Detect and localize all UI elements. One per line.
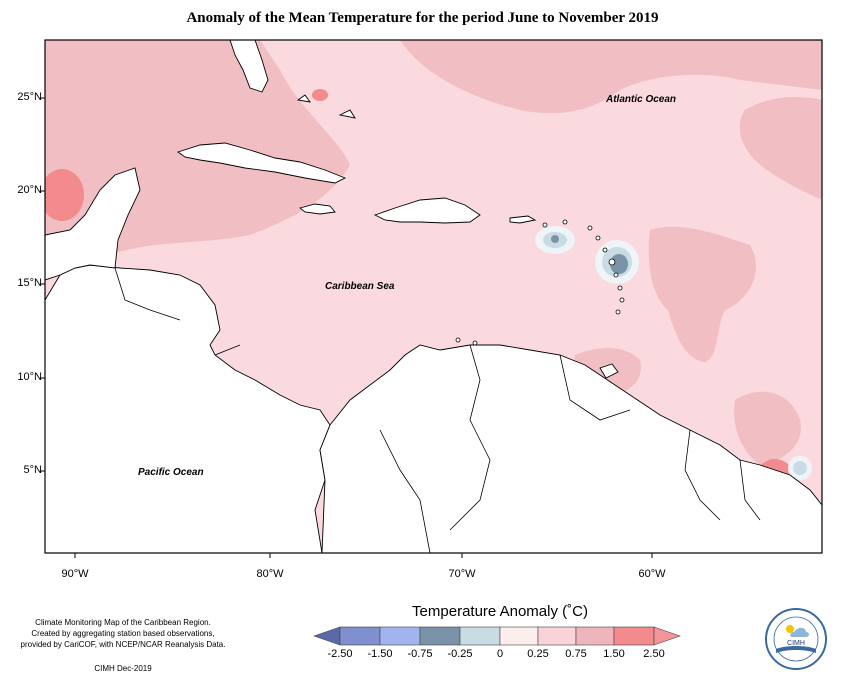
legend-label: 2.50 [632,648,676,660]
legend-arrow-cold [314,627,340,645]
lat-tick-15n: 15°N [12,277,42,289]
credit-line-2: Created by aggregating station based obs… [8,628,238,639]
legend-label: 1.50 [592,648,636,660]
legend-label: -0.25 [438,648,482,660]
lon-tick-80w: 80°W [240,568,300,580]
lat-tick-5n: 5°N [12,464,42,476]
lat-tick-25n: 25°N [12,91,42,103]
legend-arrow-hot [654,627,680,645]
lon-tick-60w: 60°W [622,568,682,580]
legend-label: -2.50 [318,648,362,660]
label-caribbean-sea: Caribbean Sea [325,281,394,292]
legend-colorbar [314,627,680,645]
anomaly-hot-spot-bahamas [312,89,328,101]
lat-tick-10n: 10°N [12,371,42,383]
credit-line-1: Climate Monitoring Map of the Caribbean … [8,617,238,628]
lat-tick-20n: 20°N [12,184,42,196]
credit-text: Climate Monitoring Map of the Caribbean … [8,617,238,650]
anomaly-cool-spot-3 [793,461,807,475]
logo-text: CIMH [787,640,805,647]
label-atlantic-ocean: Atlantic Ocean [606,94,676,105]
lon-tick-90w: 90°W [45,568,105,580]
legend-label: -1.50 [358,648,402,660]
map-figure [0,0,845,684]
anomaly-hot-spot-yucatan [40,169,84,221]
lon-tick-70w: 70°W [432,568,492,580]
label-pacific-ocean: Pacific Ocean [138,467,204,478]
credit-line-3: provided by CariCOF, with NCEP/NCAR Rean… [8,639,238,650]
credit-date: CIMH Dec-2019 [8,664,238,673]
legend-label: -0.75 [398,648,442,660]
sun-icon [786,625,794,633]
anomaly-cold-core-1 [551,235,559,243]
cimh-logo: CIMH [764,607,828,671]
legend-title: Temperature Anomaly (˚C) [310,603,690,620]
